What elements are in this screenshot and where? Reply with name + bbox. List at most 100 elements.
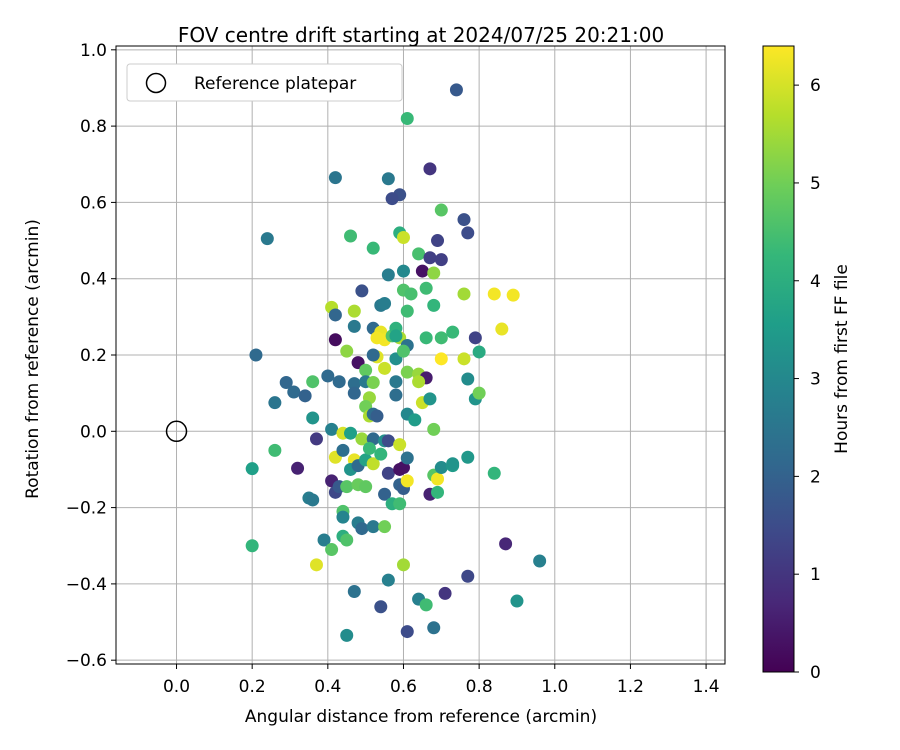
data-point: [431, 485, 445, 499]
data-point: [366, 348, 380, 362]
y-axis-label: Rotation from reference (arcmin): [23, 219, 43, 499]
data-point: [472, 345, 486, 359]
x-tick-label: 0.8: [466, 677, 493, 697]
data-point: [268, 396, 282, 410]
data-point: [309, 558, 323, 572]
data-point: [344, 426, 358, 440]
data-point: [457, 352, 471, 366]
data-point: [291, 461, 305, 475]
data-point: [347, 585, 361, 599]
data-point: [461, 372, 475, 386]
y-tick-label: 0.0: [80, 422, 107, 442]
colorbar-tick-label: 1: [810, 565, 821, 585]
data-point: [306, 411, 320, 425]
data-point: [487, 466, 501, 480]
data-point: [427, 422, 441, 436]
data-point: [461, 450, 475, 464]
data-point: [317, 533, 331, 547]
data-point: [427, 298, 441, 312]
colorbar-tick-label: 3: [810, 370, 821, 390]
reference-marker: [165, 420, 188, 443]
data-point: [419, 281, 433, 295]
data-point: [366, 520, 380, 534]
x-tick-label: 0.2: [239, 677, 266, 697]
data-point: [412, 247, 426, 261]
data-point: [487, 287, 501, 301]
grid: [116, 46, 725, 664]
data-point: [457, 213, 471, 227]
data-point: [408, 413, 422, 427]
data-point: [321, 369, 335, 383]
data-point: [389, 388, 403, 402]
data-point: [249, 348, 263, 362]
data-point: [340, 344, 354, 358]
data-point: [393, 497, 407, 511]
data-point: [287, 385, 301, 399]
data-point: [457, 287, 471, 301]
legend: Reference platepar: [126, 63, 403, 102]
data-point: [396, 558, 410, 572]
data-point: [434, 253, 448, 267]
data-point: [374, 447, 388, 461]
data-point: [378, 297, 392, 310]
colorbar-tick-label: 6: [810, 76, 821, 96]
data-point: [268, 443, 282, 457]
data-point: [434, 331, 448, 345]
data-point: [344, 229, 358, 243]
data-point: [415, 264, 429, 278]
data-point: [438, 586, 452, 600]
colorbar-gradient: [762, 45, 795, 673]
x-tick-label: 0.6: [390, 677, 417, 697]
data-point: [396, 264, 410, 278]
data-point: [510, 594, 524, 608]
data-point: [396, 344, 410, 358]
data-point: [400, 474, 414, 488]
data-point: [298, 389, 312, 403]
data-point: [347, 386, 361, 400]
x-axis-label: Angular distance from reference (arcmin): [245, 707, 597, 727]
data-point: [340, 480, 354, 494]
data-point: [393, 438, 407, 452]
x-tick-label: 1.2: [617, 677, 644, 697]
data-point: [245, 539, 259, 553]
data-point: [434, 461, 448, 475]
data-point: [434, 352, 448, 366]
data-point: [359, 363, 373, 377]
data-point: [325, 543, 339, 557]
data-point: [378, 520, 392, 534]
data-point: [306, 493, 320, 507]
data-point: [419, 331, 433, 345]
data-point: [412, 375, 426, 389]
data-point: [461, 569, 475, 583]
data-point: [370, 331, 384, 345]
colorbar-tick-label: 5: [810, 174, 821, 194]
chart-title: FOV centre drift starting at 2024/07/25 …: [178, 23, 664, 47]
scatter-points: [245, 83, 547, 642]
data-point: [423, 162, 437, 176]
legend-box: [126, 63, 403, 102]
x-tick-label: 0.4: [314, 677, 341, 697]
data-point: [446, 457, 460, 471]
y-tick-label: 0.6: [80, 193, 107, 213]
x-axis-ticks: 0.0 0.2 0.4 0.6 0.8 1.0 1.2 1.4: [163, 664, 720, 697]
data-point: [325, 422, 339, 436]
data-point: [378, 361, 392, 375]
data-point: [419, 598, 433, 612]
data-point: [381, 466, 395, 480]
colorbar-tick-label: 0: [810, 663, 821, 683]
data-point: [355, 522, 369, 536]
data-point: [336, 443, 350, 457]
data-point: [355, 284, 369, 298]
colorbar-ticks: 0 1 2 3 4 5 6: [794, 76, 821, 683]
data-point: [374, 600, 388, 614]
data-point: [446, 325, 460, 339]
data-point: [495, 322, 509, 336]
data-point: [328, 308, 342, 322]
legend-label: Reference platepar: [194, 74, 356, 94]
y-tick-label: −0.6: [66, 651, 107, 671]
data-point: [381, 434, 395, 448]
data-point: [427, 621, 441, 635]
y-tick-label: 0.2: [80, 346, 107, 366]
data-point: [385, 192, 399, 206]
data-point: [306, 375, 320, 389]
